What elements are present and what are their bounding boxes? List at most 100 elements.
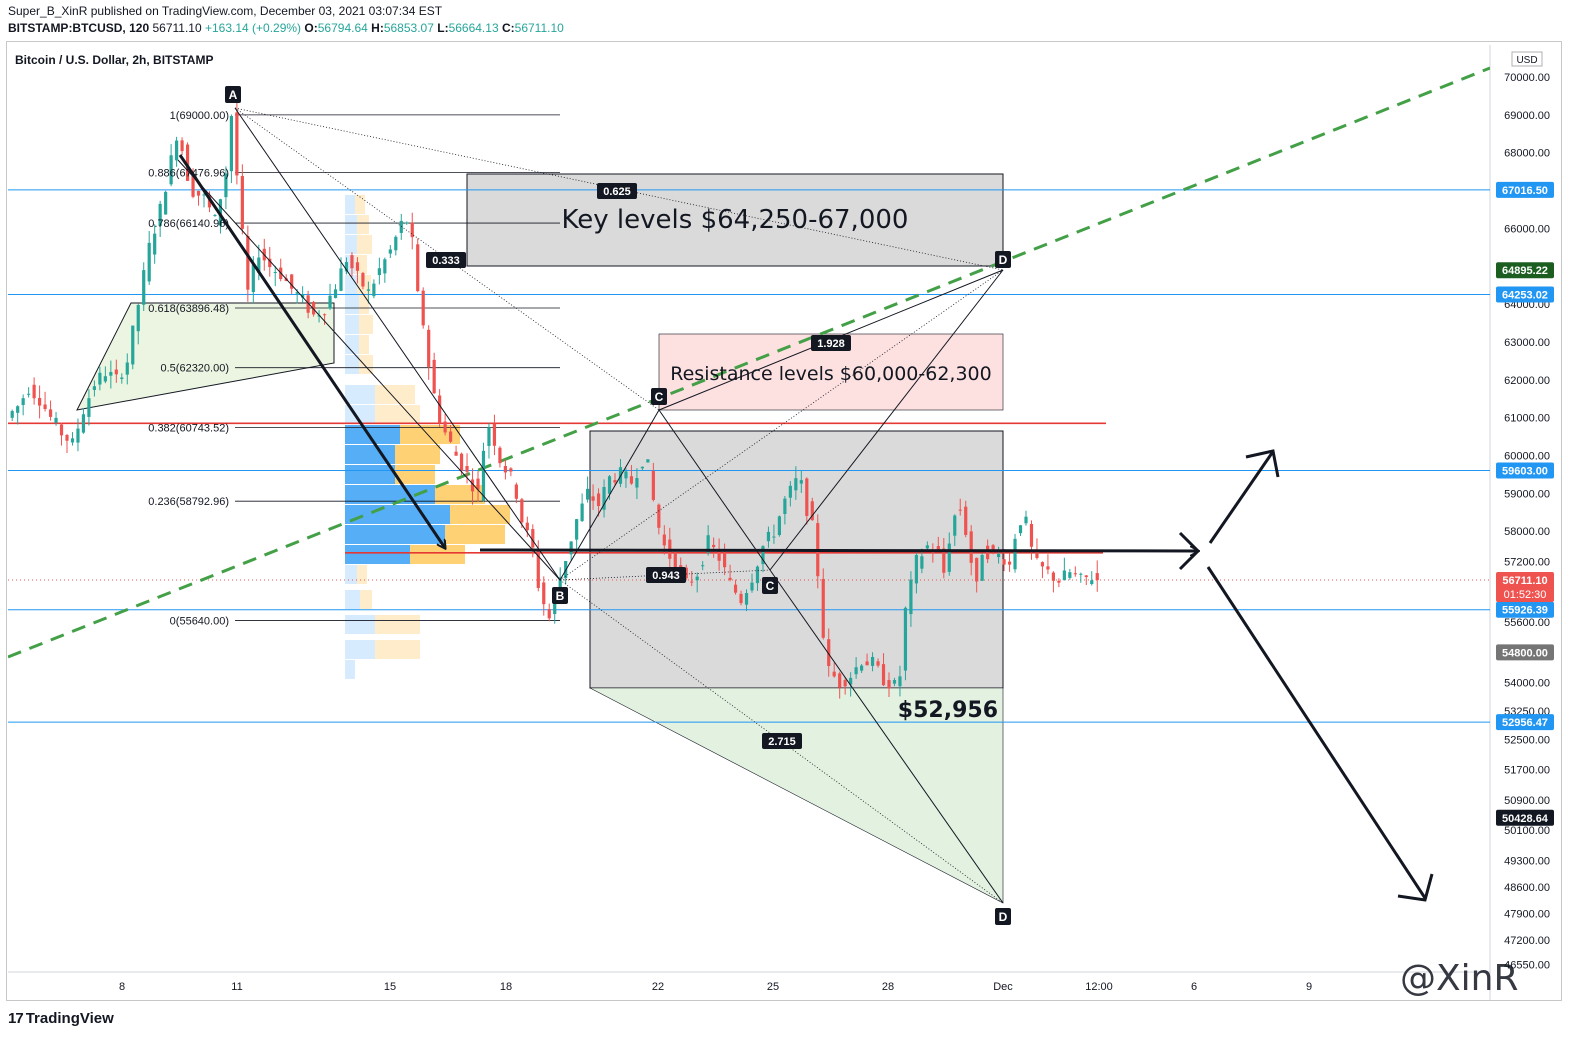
x-tick-label: 15	[384, 981, 396, 993]
key-levels-box	[466, 173, 1004, 267]
candle-body	[942, 548, 946, 573]
y-tick-label: 59000.00	[1504, 488, 1550, 500]
candle-body	[1051, 572, 1055, 581]
candle-body	[953, 515, 957, 536]
candle-body	[635, 478, 639, 488]
candle-body	[32, 384, 36, 399]
volume-profile-bar	[359, 295, 369, 314]
plot-area	[8, 66, 1490, 904]
candle-body	[920, 556, 924, 569]
fib-label: 0(55640.00)	[170, 616, 229, 628]
volume-profile-bar	[345, 590, 360, 609]
price-badge: 50428.64	[1502, 813, 1549, 825]
candle-body	[399, 220, 403, 233]
candle-body	[547, 609, 551, 619]
volume-profile-bar	[375, 385, 415, 404]
y-tick-label: 50900.00	[1504, 795, 1550, 807]
price-badge-bg	[1496, 262, 1554, 279]
candle-body	[449, 431, 453, 442]
volume-profile-bar	[360, 590, 372, 609]
candle-body	[514, 484, 518, 499]
level-price-label: 67016.50	[1502, 185, 1548, 197]
candle-body	[153, 233, 157, 255]
candle-body	[925, 545, 929, 549]
chart-frame[interactable]	[6, 41, 1562, 1001]
volume-profile-bar	[345, 255, 355, 274]
candle-body	[854, 667, 858, 675]
candle-body	[860, 665, 864, 671]
candle-body	[690, 581, 694, 583]
level-price-label: 64253.02	[1502, 290, 1548, 302]
low-value: 56664.13	[448, 21, 499, 35]
y-tick-label: 58000.00	[1504, 526, 1550, 538]
level-price-label-bg	[1496, 181, 1554, 198]
candle-body	[432, 359, 436, 394]
candle-body	[832, 671, 836, 677]
candle-body	[947, 543, 951, 572]
candle-body	[881, 664, 886, 686]
horizontal-arrow-head	[1178, 531, 1201, 571]
candle-body	[887, 680, 891, 689]
candle-body	[624, 471, 628, 479]
volume-profile-bar	[355, 195, 365, 214]
candle-body	[717, 549, 721, 561]
volume-profile-bar	[345, 235, 357, 254]
last-price: 56711.10	[152, 21, 202, 35]
candle-body	[498, 447, 502, 464]
candle-body	[48, 409, 53, 417]
x-tick-label: 6	[1191, 981, 1197, 993]
pattern-leg	[177, 159, 561, 581]
candle-body	[92, 386, 96, 390]
volume-profile-bar	[445, 525, 505, 544]
close-label: C:	[501, 21, 515, 35]
x-tick-label: Dec	[993, 981, 1013, 993]
y-tick-label: 49300.00	[1504, 856, 1550, 868]
candle-body	[224, 173, 228, 198]
resistance-annotation: Resistance levels $60,000-62,300	[670, 363, 991, 385]
candle-body	[986, 545, 990, 560]
candle-body	[1095, 573, 1099, 581]
candle-body	[98, 372, 102, 385]
candle-body	[459, 453, 464, 472]
volume-profile-bar	[345, 315, 359, 334]
candle-body	[43, 404, 47, 410]
candle-body	[728, 577, 732, 580]
candle-body	[295, 292, 299, 294]
volume-profile-bar	[345, 425, 400, 444]
ratio-badge-bg	[646, 567, 686, 583]
countdown-label: 01:52:30	[1504, 589, 1547, 601]
candle-body	[131, 325, 135, 365]
candle-body	[706, 535, 710, 553]
candle-body	[794, 478, 798, 491]
volume-profile-bar	[345, 355, 359, 374]
candle-body	[799, 480, 803, 484]
level-price-label: 55926.39	[1502, 605, 1548, 617]
ratio-badge-bg	[426, 252, 466, 268]
candle-body	[613, 480, 617, 483]
candle-body	[936, 546, 940, 551]
candle-body	[1079, 573, 1083, 575]
candle-body	[65, 435, 69, 441]
volume-profile-bar	[395, 445, 440, 464]
candle-body	[629, 476, 634, 484]
candle-body	[876, 661, 880, 666]
y-tick-label: 62000.00	[1504, 375, 1550, 387]
symbol-label: BITSTAMP:BTCUSD, 120	[8, 21, 150, 35]
candle-body	[492, 423, 497, 446]
candle-body	[54, 417, 58, 423]
y-tick-label: 48600.00	[1504, 882, 1550, 894]
fib-label: 1(69000.00)	[170, 110, 229, 122]
volume-profile-bar	[345, 565, 357, 584]
candle-body	[750, 582, 754, 591]
fib-label: 0.618(63896.48)	[148, 303, 229, 315]
candle-body	[421, 290, 425, 326]
candle-body	[783, 498, 787, 514]
candle-body	[520, 499, 524, 523]
candle-body	[87, 398, 91, 417]
range-box	[589, 430, 1004, 689]
candle-body	[251, 264, 255, 293]
candle-body	[1057, 580, 1061, 583]
candle-body	[712, 544, 716, 548]
candle-body	[810, 501, 814, 521]
